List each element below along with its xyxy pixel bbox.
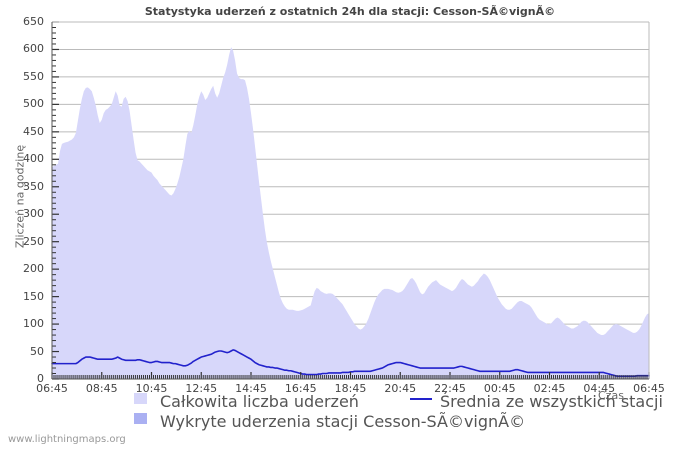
- y-tick-label: 550: [23, 69, 44, 83]
- legend-label: Średnia ze wszystkich stacji: [440, 392, 663, 411]
- x-tick-label: 12:45: [185, 382, 218, 395]
- x-tick-label: 10:45: [135, 382, 168, 395]
- legend-color-swatch: [134, 413, 147, 424]
- x-tick-label: 04:45: [583, 382, 616, 395]
- plot-frame: [51, 21, 650, 380]
- y-tick-label: 300: [23, 207, 44, 221]
- x-tick-label: 02:45: [533, 382, 566, 395]
- x-tick-label: 22:45: [434, 382, 466, 395]
- y-tick-label: 450: [23, 124, 44, 138]
- legend-color-swatch: [134, 393, 147, 404]
- y-tick-label: 0: [37, 372, 44, 385]
- y-tick-label: 50: [30, 344, 44, 358]
- x-tick-label: 14:45: [235, 382, 267, 395]
- y-tick-label: 150: [23, 289, 44, 303]
- x-tick-label: 06:45: [36, 382, 68, 395]
- y-tick-label: 650: [23, 15, 44, 28]
- y-tick-label: 350: [23, 179, 44, 193]
- y-tick-label: 250: [23, 234, 44, 248]
- x-tick-label: 16:45: [284, 382, 317, 395]
- x-tick-label: 00:45: [483, 382, 516, 395]
- x-tick-label: 18:45: [334, 382, 367, 395]
- y-tick-label: 500: [23, 97, 44, 111]
- series-total-area: [52, 47, 649, 379]
- legend-label: Wykryte uderzenia stacji Cesson-SÃ©vignÃ…: [160, 412, 526, 431]
- source-footer: www.lightningmaps.org: [8, 434, 126, 445]
- legend-line-marker: [410, 398, 432, 400]
- y-tick-label: 400: [23, 152, 44, 166]
- y-tick-label: 200: [23, 262, 44, 276]
- page-title: Statystyka uderzeń z ostatnich 24h dla s…: [144, 5, 556, 18]
- axis-ticks: [51, 21, 650, 380]
- y-tick-label: 600: [23, 42, 44, 56]
- x-axis-label: Czas: [598, 389, 624, 402]
- x-tick-label: 08:45: [85, 382, 118, 395]
- x-tick-label: 06:45: [633, 382, 665, 395]
- legend-label: Całkowita liczba uderzeń: [160, 392, 359, 411]
- x-tick-label: 20:45: [384, 382, 417, 395]
- y-tick-label: 100: [23, 317, 44, 331]
- chart-legend: Całkowita liczba uderzeń Wykryte uderzeni…: [0, 390, 700, 431]
